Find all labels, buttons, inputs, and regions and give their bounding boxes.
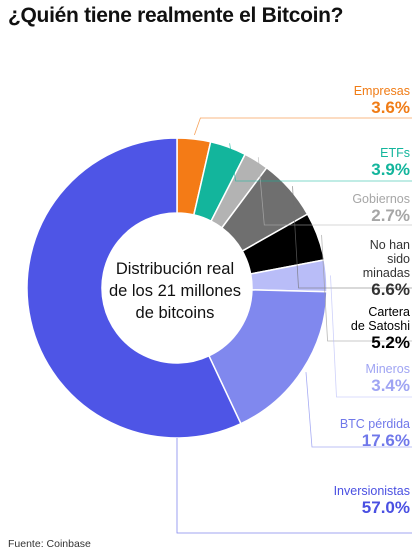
slice-inversionistas xyxy=(26,137,242,439)
legend-item-gobiernos: Gobiernos 2.7% xyxy=(352,192,410,226)
center-label-line: de los 21 millones xyxy=(108,282,242,300)
legend-item-btc-perdida: BTC pérdida 17.6% xyxy=(340,417,410,451)
legend-label: ETFs xyxy=(380,146,410,160)
legend-item-cartera-de-satoshi: Cartera de Satoshi 5.2% xyxy=(351,305,410,353)
leader-line-btc-perdida xyxy=(305,372,412,448)
leader-line-gobiernos xyxy=(257,157,412,226)
legend-item-no-han-sido-minadas: No han sido minadas 6.6% xyxy=(363,238,410,300)
legend-label: Mineros xyxy=(365,362,410,376)
legend-label: Empresas xyxy=(353,84,410,98)
legend-value: 2.7% xyxy=(371,206,410,225)
legend-value: 6.6% xyxy=(371,280,410,299)
legend-item-inversionistas: Inversionistas 57.0% xyxy=(334,484,410,518)
slice-btc-perdida xyxy=(207,289,328,425)
legend-item-empresas: Empresas 3.6% xyxy=(354,84,410,118)
leader-line-no-han-sido-minadas xyxy=(292,186,412,289)
center-label-line: de bitcoins xyxy=(135,304,215,322)
legend-value: 5.2% xyxy=(371,333,410,352)
legend-value: 17.6% xyxy=(361,431,410,450)
legend-item-mineros: Mineros 3.4% xyxy=(366,362,410,396)
legend-value: 57.0% xyxy=(361,498,410,517)
center-label-line: Distribución real xyxy=(115,260,235,278)
leader-line-empresas xyxy=(194,117,412,136)
source-note: Fuente: Coinbase xyxy=(8,538,91,550)
legend-label: BTC pérdida xyxy=(339,417,410,431)
leader-line-etfs xyxy=(229,143,412,182)
legend-item-etfs: ETFs 3.9% xyxy=(371,146,410,180)
leader-line-inversionistas xyxy=(176,438,412,534)
leader-line-cartera-de-satoshi xyxy=(321,234,412,342)
legend-label: Gobiernos xyxy=(352,192,410,206)
center-label: Distribución real de los 21 millones de … xyxy=(100,258,250,324)
chart-title: ¿Quién tiene realmente el Bitcoin? xyxy=(8,4,344,27)
legend-label: No han sido minadas xyxy=(362,238,410,280)
legend-value: 3.4% xyxy=(371,376,410,395)
legend-label: Cartera de Satoshi xyxy=(350,305,410,333)
legend-label: Inversionistas xyxy=(333,484,410,498)
leader-line-mineros xyxy=(330,275,412,398)
legend-value: 3.6% xyxy=(371,98,410,117)
legend-value: 3.9% xyxy=(371,160,410,179)
